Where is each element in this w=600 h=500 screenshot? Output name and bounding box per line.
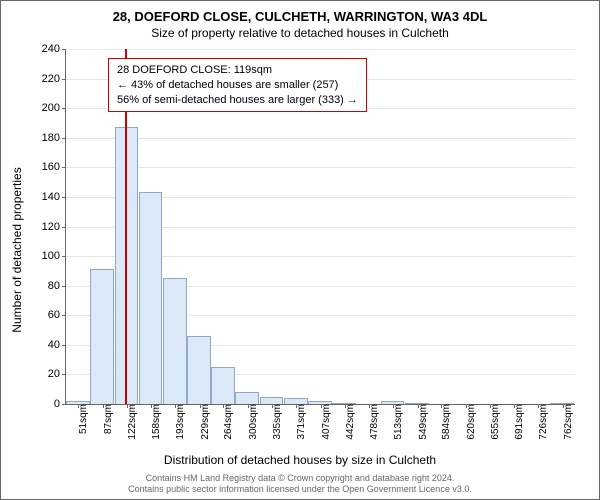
chart-title-line1: 28, DOEFORD CLOSE, CULCHETH, WARRINGTON,… (1, 9, 599, 24)
x-tick-label: 513sqm (397, 368, 408, 404)
y-tick-label: 80 (48, 280, 66, 292)
x-tick-label: 620sqm (470, 368, 481, 404)
x-tick-label: 371sqm (300, 368, 311, 404)
footer-line1: Contains HM Land Registry data © Crown c… (1, 473, 599, 484)
x-tick-label: 478sqm (373, 368, 384, 404)
x-tick-label: 193sqm (179, 368, 190, 404)
y-tick-label: 20 (48, 368, 66, 380)
x-tick-label: 655sqm (494, 368, 505, 404)
annotation-line: ← 43% of detached houses are smaller (25… (117, 78, 358, 93)
y-tick-label: 200 (42, 102, 66, 114)
y-tick-label: 160 (42, 161, 66, 173)
x-tick-label: 407sqm (325, 368, 336, 404)
annotation-line: 28 DOEFORD CLOSE: 119sqm (117, 63, 358, 78)
x-tick-label: 51sqm (82, 374, 93, 404)
gridline-h (66, 49, 575, 50)
x-tick-label: 584sqm (445, 368, 456, 404)
x-tick-label: 726sqm (542, 368, 553, 404)
x-tick-label: 300sqm (252, 368, 263, 404)
x-tick-label: 442sqm (349, 368, 360, 404)
y-tick-label: 0 (54, 398, 66, 410)
y-tick-label: 240 (42, 43, 66, 55)
y-tick-label: 120 (42, 221, 66, 233)
y-tick-label: 180 (42, 132, 66, 144)
x-tick-label: 87sqm (107, 374, 118, 404)
y-tick-label: 220 (42, 73, 66, 85)
x-tick-label: 158sqm (155, 368, 166, 404)
y-tick-label: 60 (48, 309, 66, 321)
x-axis-label: Distribution of detached houses by size … (164, 453, 436, 467)
x-tick-label: 549sqm (422, 368, 433, 404)
plot-wrap: 02040608010012014016018020022024051sqm87… (65, 49, 575, 405)
gridline-h (66, 167, 575, 168)
x-tick-label: 691sqm (518, 368, 529, 404)
x-tick-label: 229sqm (204, 368, 215, 404)
plot-area: 02040608010012014016018020022024051sqm87… (65, 49, 575, 405)
x-tick-label: 335sqm (276, 368, 287, 404)
gridline-h (66, 138, 575, 139)
chart-title-line2: Size of property relative to detached ho… (1, 26, 599, 40)
footer-line2: Contains public sector information licen… (1, 484, 599, 495)
chart-container: 28, DOEFORD CLOSE, CULCHETH, WARRINGTON,… (0, 0, 600, 500)
y-tick-label: 100 (42, 250, 66, 262)
annotation-box: 28 DOEFORD CLOSE: 119sqm← 43% of detache… (108, 58, 367, 113)
y-tick-label: 40 (48, 339, 66, 351)
y-tick-label: 140 (42, 191, 66, 203)
footer-attribution: Contains HM Land Registry data © Crown c… (1, 473, 599, 495)
x-tick-label: 762sqm (567, 368, 578, 404)
x-tick-label: 264sqm (227, 368, 238, 404)
y-axis-label: Number of detached properties (10, 167, 24, 332)
x-tick-label: 122sqm (131, 368, 142, 404)
annotation-line: 56% of semi-detached houses are larger (… (117, 93, 358, 108)
